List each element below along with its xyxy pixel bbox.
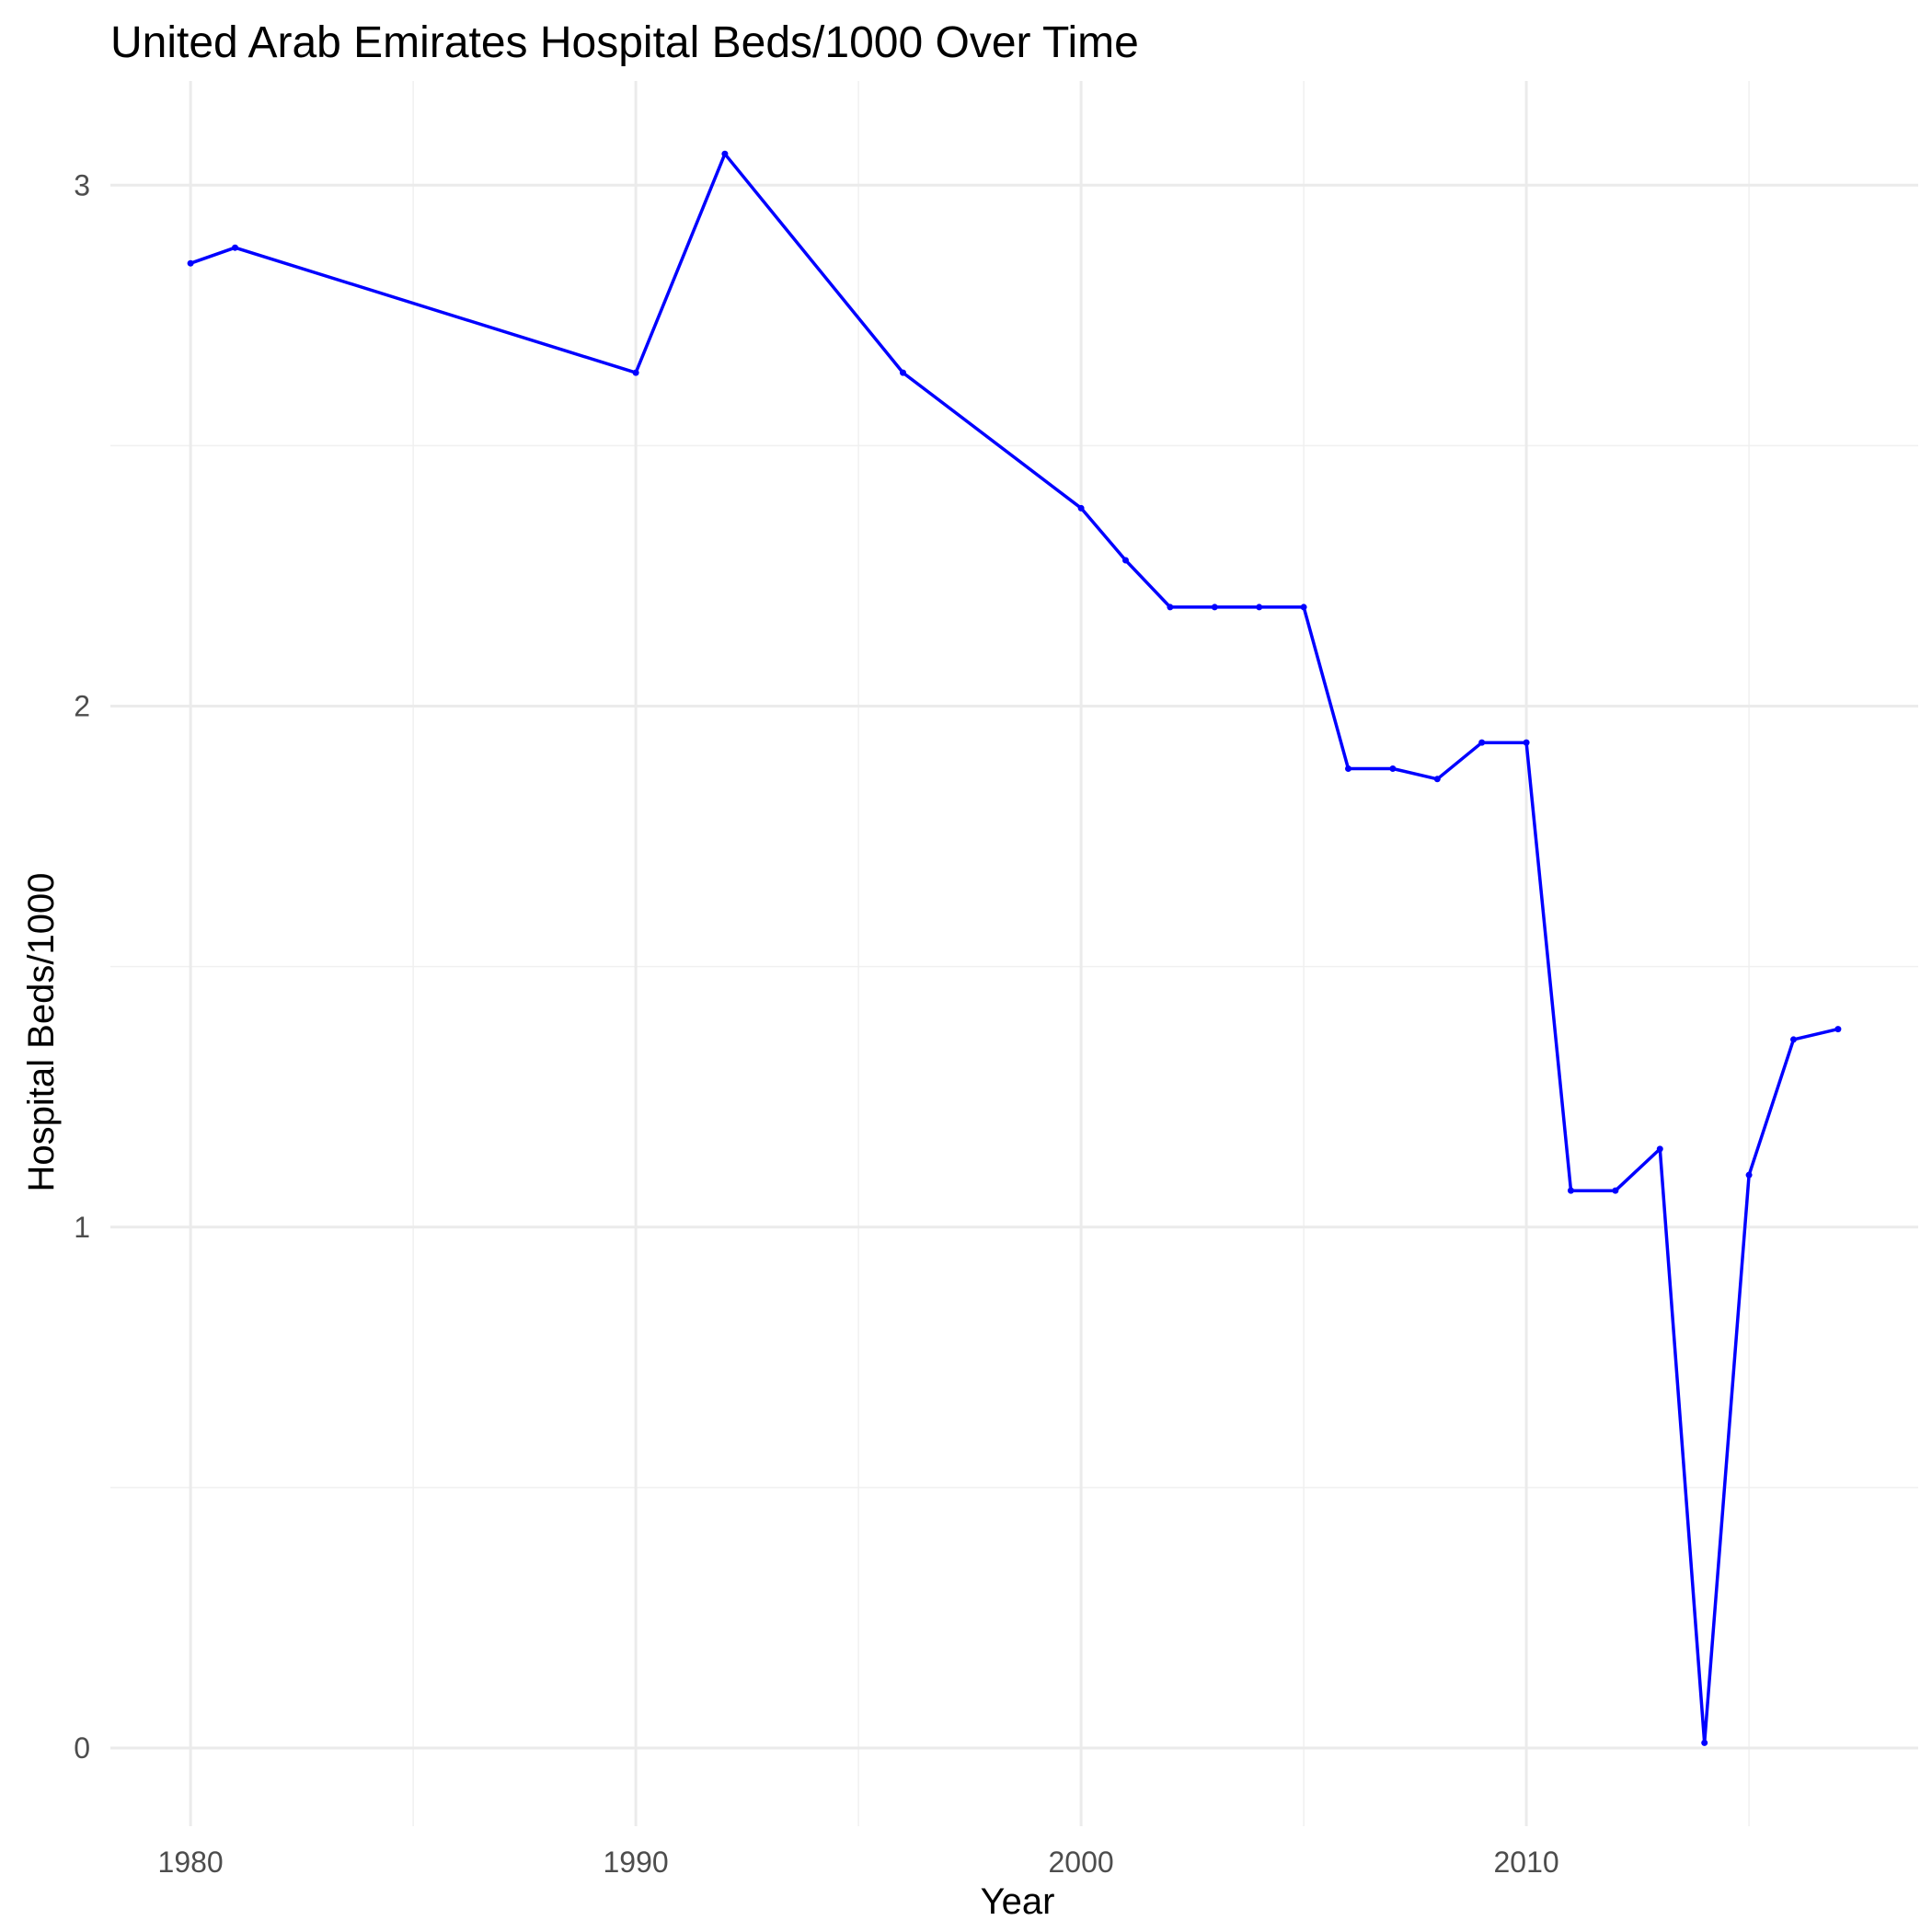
y-tick-label: 0	[74, 1731, 90, 1765]
data-point	[1121, 557, 1129, 564]
data-point	[1433, 776, 1441, 783]
x-tick-label: 1990	[604, 1846, 669, 1879]
y-tick-label: 1	[74, 1211, 90, 1244]
data-point	[232, 244, 239, 251]
series-layer	[187, 150, 1842, 1746]
data-point	[1167, 604, 1174, 611]
data-point	[1701, 1739, 1708, 1746]
data-point	[1389, 765, 1397, 772]
data-point	[1344, 765, 1351, 772]
data-point	[187, 259, 194, 267]
data-point	[1478, 739, 1486, 746]
data-point	[1077, 504, 1085, 512]
x-tick-label: 2000	[1049, 1846, 1114, 1879]
x-tick-label: 1980	[158, 1846, 224, 1879]
x-axis-title: Year	[981, 1881, 1055, 1922]
data-point	[1300, 604, 1307, 611]
data-point	[1612, 1187, 1619, 1194]
y-tick-label: 3	[74, 168, 90, 201]
x-tick-label: 2010	[1493, 1846, 1558, 1879]
chart-title: United Arab Emirates Hospital Beds/1000 …	[110, 18, 1139, 67]
data-point	[900, 369, 907, 376]
y-axis-title: Hospital Beds/1000	[21, 873, 62, 1192]
data-point	[632, 369, 639, 376]
data-point	[1834, 1026, 1842, 1033]
data-point	[1211, 604, 1218, 611]
data-point	[1523, 739, 1530, 746]
data-point	[1256, 604, 1263, 611]
data-point	[721, 150, 729, 157]
data-point	[1567, 1187, 1574, 1194]
minor-gridlines	[110, 81, 1918, 1826]
y-axis-tick-labels: 0 1 2 3	[74, 168, 90, 1765]
y-tick-label: 2	[74, 690, 90, 723]
data-point	[1789, 1036, 1797, 1043]
x-axis-tick-labels: 1980 1990 2000 2010	[158, 1846, 1559, 1879]
data-point	[1656, 1145, 1663, 1153]
data-point	[1745, 1171, 1753, 1179]
